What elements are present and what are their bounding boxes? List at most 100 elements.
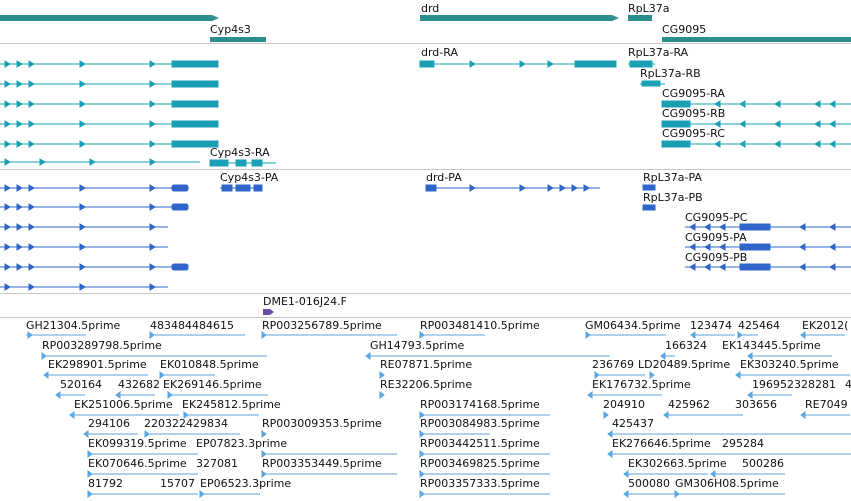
- protein-left-5[interactable]: [0, 263, 189, 271]
- est-glyph[interactable]: [83, 430, 240, 438]
- transcript-cyp4s3-ra[interactable]: [209, 159, 276, 167]
- est-glyph[interactable]: [419, 331, 485, 339]
- transcript-left-1[interactable]: [0, 60, 219, 68]
- est-glyph[interactable]: [379, 371, 385, 379]
- transcript-left-5[interactable]: [0, 140, 219, 148]
- est-glyph[interactable]: [587, 391, 662, 399]
- est-glyph[interactable]: [419, 450, 550, 458]
- est-label: EK302663.5prime: [628, 457, 727, 470]
- protein-cyp4s3-pa[interactable]: [220, 184, 263, 192]
- track-divider: [0, 293, 851, 294]
- transcript-glyphs: [0, 60, 851, 167]
- protein-rpl37a-pa[interactable]: [642, 184, 656, 191]
- est-glyph[interactable]: [585, 331, 666, 339]
- est-glyph[interactable]: [594, 371, 655, 379]
- transcript-left-4[interactable]: [0, 120, 219, 128]
- est-glyph[interactable]: [419, 470, 550, 478]
- est-glyph[interactable]: [603, 411, 609, 419]
- est-glyph[interactable]: [710, 470, 785, 478]
- est-glyph[interactable]: [379, 391, 385, 399]
- est-glyph[interactable]: [87, 490, 198, 498]
- est-glyph[interactable]: [261, 430, 267, 438]
- transcript-label-rpl37a-ra: RpL37a-RA: [628, 46, 689, 59]
- est-glyph[interactable]: [261, 470, 397, 478]
- protein-drd-pa[interactable]: [425, 184, 600, 192]
- est-label: 500286: [742, 457, 784, 470]
- protein-cg9095-pa[interactable]: [685, 243, 851, 251]
- transcript-cg9095-rb[interactable]: [661, 120, 851, 128]
- est-label: 15707: [160, 477, 195, 490]
- est-glyph[interactable]: [623, 470, 708, 478]
- est-glyph[interactable]: [735, 371, 850, 379]
- transcript-left-3[interactable]: [0, 100, 219, 108]
- est-glyph[interactable]: [419, 490, 550, 498]
- est-label: RP003353449.5prime: [262, 457, 382, 470]
- est-glyph[interactable]: [365, 352, 610, 360]
- est-glyph[interactable]: [261, 450, 397, 458]
- gene-glyph-drd[interactable]: [420, 15, 619, 21]
- clone-glyph[interactable]: [263, 309, 274, 315]
- protein-left-3[interactable]: [0, 223, 168, 231]
- gene-label-cg9095: CG9095: [662, 23, 707, 36]
- est-glyph[interactable]: [747, 352, 832, 360]
- est-label: 236769: [592, 358, 634, 371]
- est-glyph[interactable]: [55, 391, 85, 399]
- est-glyph[interactable]: [199, 490, 260, 498]
- est-glyph[interactable]: [419, 430, 490, 438]
- est-glyph[interactable]: [607, 430, 851, 438]
- est-glyph[interactable]: [747, 391, 792, 399]
- est-label: EK303240.5prime: [740, 358, 839, 371]
- est-label: EK251006.5prime: [74, 398, 173, 411]
- transcript-left-6[interactable]: [0, 158, 200, 166]
- est-label: EK269146.5prime: [163, 378, 262, 391]
- est-label: 500080: [628, 477, 670, 490]
- est-glyph[interactable]: [87, 450, 198, 458]
- transcript-left-2[interactable]: [0, 80, 219, 88]
- protein-left-1[interactable]: [0, 184, 189, 192]
- transcript-rpl37a-ra[interactable]: [628, 60, 655, 68]
- est-label: EK298901.5prime: [48, 358, 147, 371]
- est-glyph[interactable]: [43, 371, 148, 379]
- gene-glyph-rpl37a[interactable]: [628, 15, 652, 21]
- est-glyph[interactable]: [41, 352, 267, 360]
- est-label: 425962: [668, 398, 710, 411]
- gene-glyph-cg9095[interactable]: [662, 37, 851, 42]
- est-label: EK070646.5prime: [88, 457, 187, 470]
- protein-rpl37a-pb[interactable]: [642, 204, 656, 211]
- protein-cg9095-pc[interactable]: [685, 223, 851, 231]
- gene-glyph-left[interactable]: [0, 15, 219, 21]
- est-glyph[interactable]: [69, 411, 259, 419]
- est-glyph[interactable]: [115, 391, 268, 399]
- transcript-rpl37a-rb[interactable]: [640, 80, 665, 87]
- est-glyph[interactable]: [674, 490, 785, 498]
- est-label: EK010848.5prime: [160, 358, 259, 371]
- est-glyph[interactable]: [690, 331, 758, 339]
- est-glyph[interactable]: [800, 411, 850, 419]
- est-glyph[interactable]: [149, 331, 245, 339]
- est-glyph[interactable]: [87, 470, 198, 478]
- est-glyph[interactable]: [159, 371, 215, 379]
- est-label: 204910: [603, 398, 645, 411]
- protein-left-2[interactable]: [0, 203, 189, 211]
- gene-glyph-cyp4s3[interactable]: [210, 37, 266, 42]
- track-divider: [0, 169, 851, 170]
- transcript-cg9095-ra[interactable]: [661, 100, 851, 108]
- protein-left-6[interactable]: [0, 283, 168, 291]
- est-label: RP003442511.5prime: [420, 437, 540, 450]
- est-glyph[interactable]: [26, 331, 86, 339]
- est-glyph[interactable]: [800, 331, 845, 339]
- gene-track: Cyp4s3 drd RpL37a CG9095: [0, 0, 851, 42]
- est-label: RE07871.5prime: [380, 358, 473, 371]
- est-label: 303656: [735, 398, 777, 411]
- est-label: GM06434.5prime: [585, 319, 681, 332]
- protein-left-4[interactable]: [0, 243, 168, 251]
- protein-cg9095-pb[interactable]: [685, 263, 851, 271]
- est-glyph[interactable]: [660, 352, 675, 360]
- transcript-drd-ra[interactable]: [419, 60, 617, 68]
- transcript-cg9095-rc[interactable]: [661, 140, 851, 148]
- est-glyph[interactable]: [607, 450, 851, 458]
- est-glyph[interactable]: [623, 490, 678, 498]
- est-glyph[interactable]: [663, 411, 743, 419]
- est-glyph[interactable]: [419, 411, 550, 419]
- est-glyph[interactable]: [261, 331, 397, 339]
